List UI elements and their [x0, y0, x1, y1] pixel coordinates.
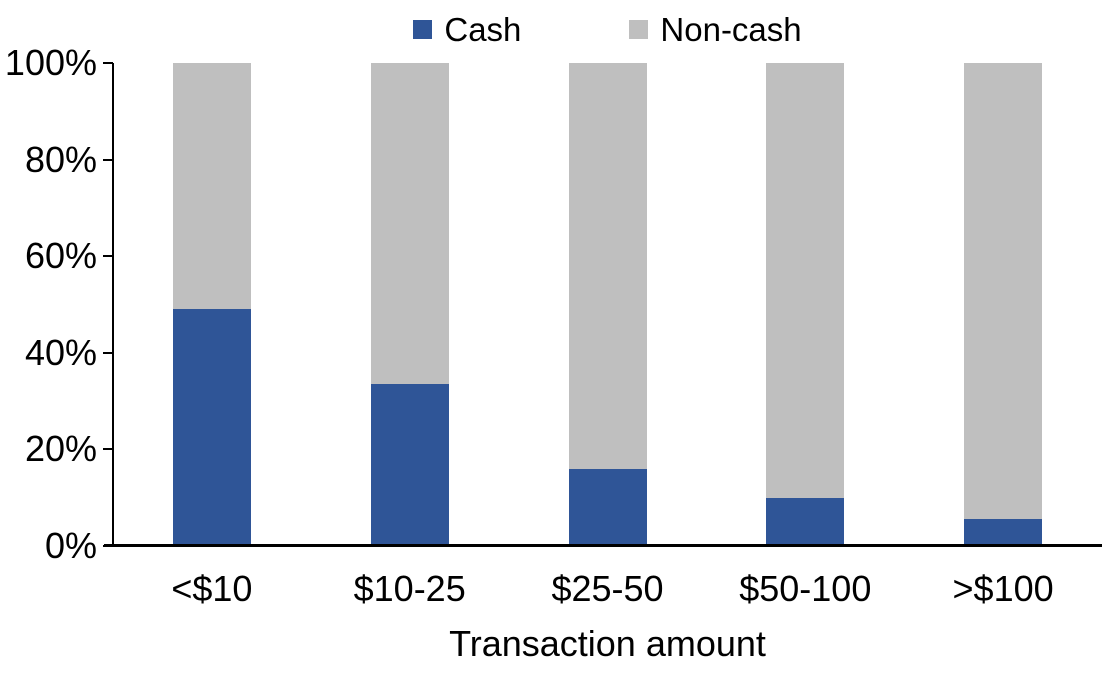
legend-swatch-cash	[413, 19, 433, 39]
y-axis-label-0: 0%	[44, 525, 97, 566]
bar-segment-non-cash-10-25	[370, 63, 449, 385]
x-category-label-10-25: $10-25	[353, 568, 466, 609]
legend-item-cash: Cash	[413, 13, 521, 46]
x-category-label-25-50: $25-50	[551, 568, 664, 609]
legend-label-non-cash: Non-cash	[660, 10, 802, 48]
y-axis-label-20: 20%	[24, 428, 97, 470]
x-axis-line	[104, 544, 1102, 547]
bar-segment-cash-25-50	[568, 468, 647, 546]
bar-segment-non-cash-25-50	[568, 63, 647, 469]
x-axis-title: Transaction amount	[449, 623, 766, 664]
y-axis-label-40: 40%	[24, 331, 97, 373]
bar-segment-non-cash-50-100	[766, 63, 845, 498]
y-axis-tick-20	[103, 448, 113, 451]
x-category-label-100: >$100	[952, 568, 1054, 609]
bar-25-50	[568, 63, 647, 546]
y-axis-label-100: 100%	[4, 42, 97, 83]
y-axis-line	[112, 63, 114, 546]
bar-segment-non-cash-10	[172, 63, 251, 310]
legend-swatch-non-cash	[629, 19, 649, 39]
legend-label-cash: Cash	[444, 10, 522, 48]
bar-segment-cash-100	[964, 519, 1043, 546]
y-axis-label-80: 80%	[24, 138, 97, 180]
bar-segment-cash-10-25	[370, 384, 449, 546]
bar-segment-cash-50-100	[766, 497, 845, 546]
x-category-label-50-100: $50-100	[739, 568, 872, 609]
y-axis-tick-100	[103, 62, 113, 64]
y-axis-tick-60	[103, 255, 113, 258]
bar-10	[172, 63, 251, 546]
y-axis-label-60: 60%	[24, 235, 97, 277]
chart-legend: Cash Non-cash	[113, 6, 1102, 52]
bar-100	[964, 63, 1043, 546]
bar-segment-non-cash-100	[964, 63, 1043, 520]
y-axis-tick-40	[103, 351, 113, 354]
y-axis-tick-80	[103, 158, 113, 161]
legend-item-non-cash: Non-cash	[629, 10, 802, 48]
bar-10-25	[370, 63, 449, 546]
bar-segment-cash-10	[172, 309, 251, 546]
x-category-label-10: <$10	[171, 568, 253, 609]
bar-50-100	[766, 63, 845, 546]
